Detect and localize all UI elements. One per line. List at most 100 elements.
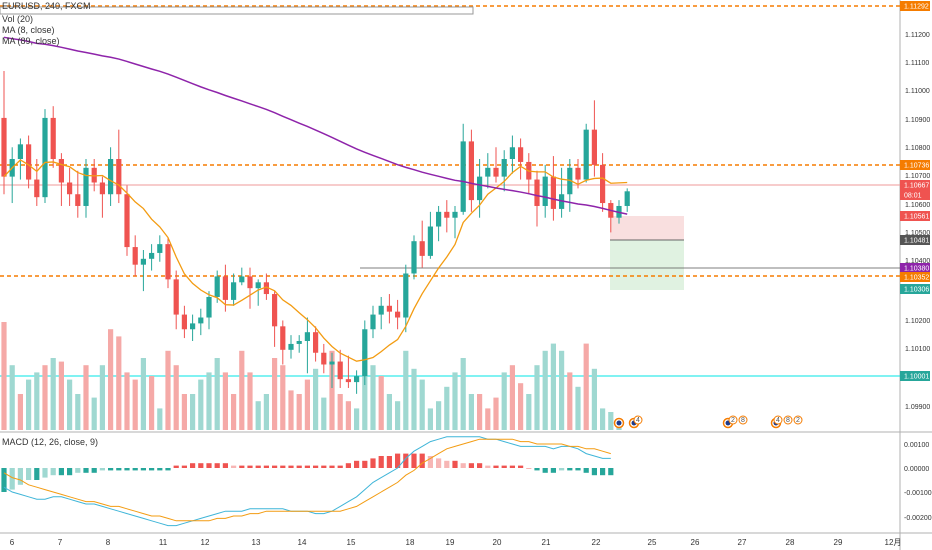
volume-bar <box>165 350 171 430</box>
position-target-zone[interactable] <box>610 240 684 290</box>
time-label: 22 <box>592 538 601 547</box>
macd-histogram-bar <box>591 468 597 476</box>
macd-histogram-bar <box>600 468 606 476</box>
macd-histogram-bar <box>272 465 278 468</box>
macd-histogram-bar <box>288 465 294 468</box>
candle-body <box>99 182 105 195</box>
macd-histogram-bar <box>559 468 565 471</box>
price-badge <box>900 190 930 200</box>
macd-histogram-bar <box>534 468 540 471</box>
volume-bar <box>559 350 565 430</box>
volume-bar <box>345 401 351 430</box>
candle-body <box>198 317 204 324</box>
event-count-label: 2 <box>796 417 800 424</box>
candle-body <box>419 241 425 256</box>
volume-bar <box>263 394 269 430</box>
vol-legend[interactable]: Vol (20) <box>2 14 34 24</box>
price-tick-label: 1.09900 <box>905 404 930 411</box>
candle-body <box>427 226 433 256</box>
time-label: 11 <box>159 538 168 547</box>
macd-histogram-bar <box>296 465 302 468</box>
volume-bar <box>231 394 237 430</box>
macd-histogram-bar <box>173 465 179 468</box>
candle-body <box>173 279 179 315</box>
volume-bar <box>395 401 401 430</box>
volume-bar <box>26 379 32 430</box>
candle-body <box>124 194 130 248</box>
price-badge <box>900 1 930 11</box>
candle-body <box>591 129 597 165</box>
price-tick-label: 1.10900 <box>905 117 930 124</box>
candle-body <box>436 211 442 227</box>
candle-body <box>567 167 573 195</box>
price-badge <box>900 263 930 273</box>
event-count-icon <box>773 415 783 425</box>
volume-bar <box>526 394 532 430</box>
macd-histogram-bar <box>575 468 581 471</box>
volume-bar <box>198 379 204 430</box>
symbol-legend[interactable]: EURUSD, 240, FXCM <box>2 1 91 11</box>
candle-body <box>509 147 515 160</box>
macd-histogram-bar <box>403 453 409 468</box>
time-label: 20 <box>493 538 502 547</box>
macd-legend[interactable]: MACD (12, 26, close, 9) <box>2 437 99 447</box>
candle-body <box>222 276 228 300</box>
candle-body <box>313 332 319 353</box>
candle-body <box>403 273 409 318</box>
volume-bar <box>337 394 343 430</box>
macd-histogram-bar <box>206 463 212 468</box>
macd-histogram-bar <box>181 465 187 468</box>
volume-bar <box>34 372 40 430</box>
candle-body <box>452 211 458 218</box>
drawing-rectangle[interactable] <box>0 6 474 15</box>
volume-bar <box>255 401 261 430</box>
position-stop-zone[interactable] <box>610 216 684 240</box>
volume-bar <box>42 365 48 430</box>
time-label: 15 <box>347 538 356 547</box>
candle-body <box>624 191 630 206</box>
macd-histogram-bar <box>157 468 163 471</box>
macd-histogram-bar <box>395 453 401 468</box>
ma89-legend[interactable]: MA (89, close) <box>2 36 60 46</box>
macd-tick-label: 0.00100 <box>904 442 929 449</box>
volume-bar <box>132 379 138 430</box>
volume-bar <box>452 372 458 430</box>
macd-histogram-bar <box>362 460 368 468</box>
macd-histogram-bar <box>132 468 138 471</box>
volume-bar <box>99 365 105 430</box>
price-tick-label: 1.11000 <box>905 88 930 95</box>
candle-body <box>75 194 81 206</box>
event-count-label: 4 <box>636 417 640 424</box>
macd-pane[interactable] <box>1 436 614 527</box>
ma8-legend[interactable]: MA (8, close) <box>2 25 55 35</box>
price-badge <box>900 371 930 381</box>
volume-bar <box>477 394 483 430</box>
volume-bar <box>304 379 310 430</box>
time-axis[interactable]: 6 7 8 11 12 13 14 15 18 19 20 21 22 25 26 27 28 29 12月 <box>10 538 902 547</box>
time-label: 25 <box>648 538 657 547</box>
macd-histogram-bar <box>198 463 204 468</box>
volume-bar <box>567 372 573 430</box>
macd-histogram-bar <box>583 468 589 473</box>
macd-histogram-bar <box>263 465 269 468</box>
macd-histogram-bar <box>99 468 105 471</box>
macd-histogram-bar <box>67 468 73 476</box>
volume-bar <box>518 383 524 430</box>
event-count-label: 2 <box>731 417 735 424</box>
price-badge <box>900 180 930 190</box>
main-pane[interactable] <box>0 0 900 432</box>
time-label: 27 <box>738 538 747 547</box>
macd-histogram-bar <box>444 460 450 468</box>
price-axis[interactable]: 1.11200 1.11100 1.11000 1.10900 1.10800 1.107… <box>900 1 932 522</box>
time-label: 18 <box>406 538 415 547</box>
macd-histogram-bar <box>452 460 458 468</box>
macd-histogram-bar <box>567 468 573 471</box>
macd-histogram-bar <box>436 458 442 468</box>
ma8-line <box>3 159 628 362</box>
macd-histogram-bar <box>501 465 507 468</box>
event-count-label: 8 <box>741 417 745 424</box>
price-badge-label: 1.10380 <box>904 266 929 273</box>
candle-body <box>149 252 155 259</box>
